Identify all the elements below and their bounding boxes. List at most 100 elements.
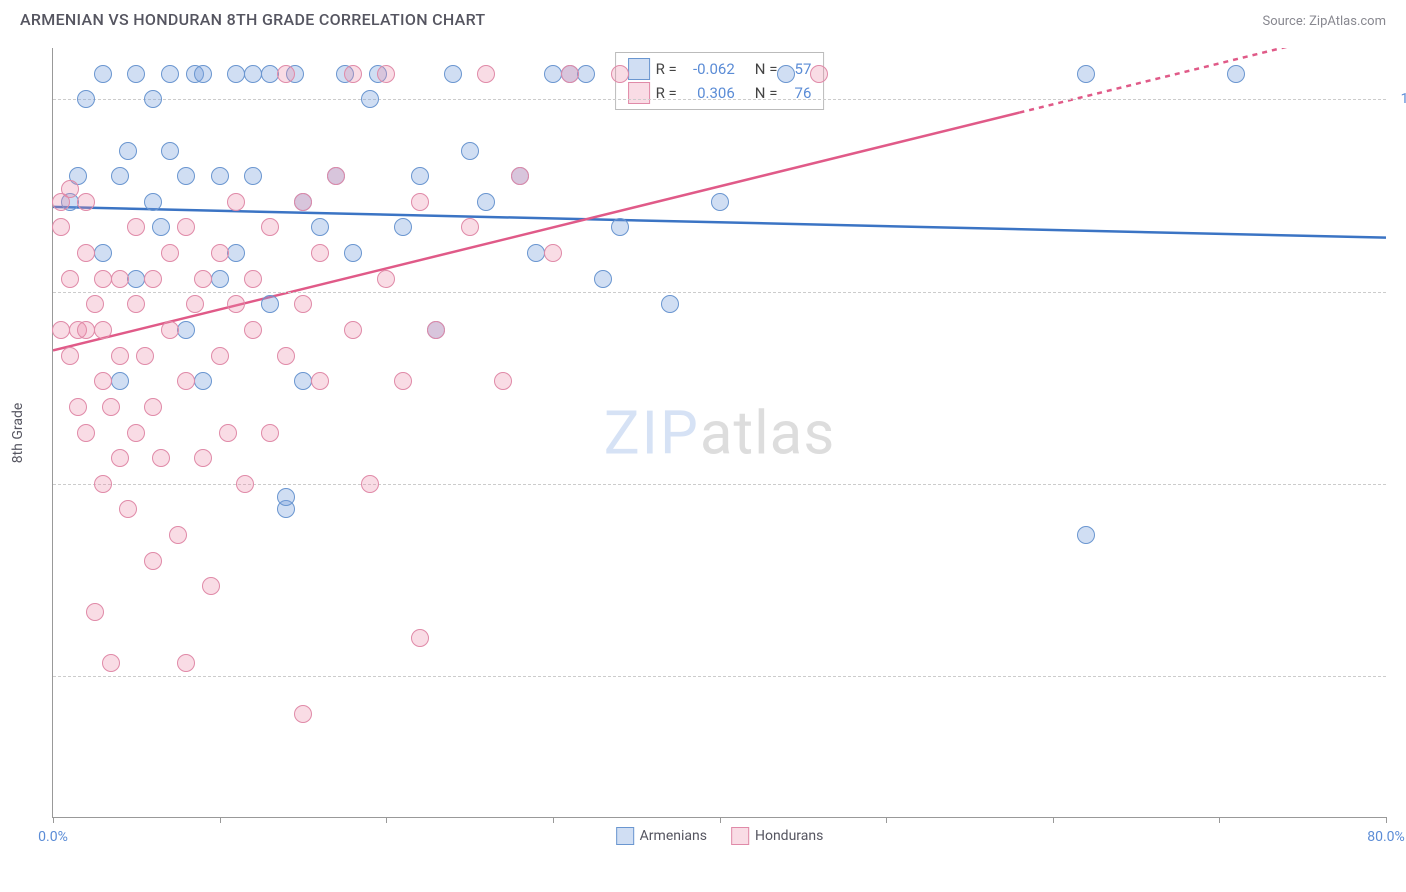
data-point: [144, 552, 162, 570]
data-point: [527, 244, 545, 262]
data-point: [94, 65, 112, 83]
data-point: [61, 347, 79, 365]
data-point: [344, 65, 362, 83]
data-point: [119, 500, 137, 518]
x-tick: [886, 817, 887, 823]
legend-swatch: [616, 827, 634, 845]
data-point: [177, 372, 195, 390]
data-point: [377, 65, 395, 83]
legend-swatch: [628, 58, 650, 80]
chart-title: ARMENIAN VS HONDURAN 8TH GRADE CORRELATI…: [20, 10, 485, 29]
data-point: [244, 321, 262, 339]
data-point: [327, 167, 345, 185]
data-point: [277, 65, 295, 83]
x-tick: [1053, 817, 1054, 823]
x-tick-label: 80.0%: [1367, 829, 1405, 845]
chart-header: ARMENIAN VS HONDURAN 8TH GRADE CORRELATI…: [0, 0, 1406, 35]
y-axis-label: 8th Grade: [10, 402, 26, 463]
data-point: [261, 424, 279, 442]
data-point: [77, 321, 95, 339]
data-point: [294, 193, 312, 211]
data-point: [94, 321, 112, 339]
x-tick: [720, 817, 721, 823]
watermark-part1: ZIP: [604, 397, 700, 468]
data-point: [127, 218, 145, 236]
watermark: ZIPatlas: [604, 397, 836, 468]
data-point: [211, 347, 229, 365]
x-tick: [1386, 817, 1387, 823]
data-point: [261, 218, 279, 236]
data-point: [102, 398, 120, 416]
data-point: [94, 372, 112, 390]
data-point: [127, 270, 145, 288]
data-point: [77, 244, 95, 262]
legend-n-value: 76: [783, 81, 811, 105]
data-point: [94, 475, 112, 493]
data-point: [177, 321, 195, 339]
data-point: [144, 90, 162, 108]
data-point: [294, 372, 312, 390]
data-point: [261, 295, 279, 313]
data-point: [544, 244, 562, 262]
data-point: [277, 488, 295, 506]
data-point: [477, 65, 495, 83]
data-point: [194, 372, 212, 390]
data-point: [161, 321, 179, 339]
data-point: [169, 526, 187, 544]
data-point: [61, 180, 79, 198]
data-point: [94, 244, 112, 262]
y-tick-label: 100.0%: [1391, 91, 1406, 107]
data-point: [461, 218, 479, 236]
data-point: [194, 449, 212, 467]
data-point: [277, 347, 295, 365]
legend-stat-row: R =0.306N =76: [628, 81, 812, 105]
data-point: [394, 372, 412, 390]
data-point: [244, 167, 262, 185]
data-point: [427, 321, 445, 339]
data-point: [161, 142, 179, 160]
data-point: [377, 270, 395, 288]
legend-n-label: N =: [755, 57, 778, 81]
data-point: [94, 270, 112, 288]
x-tick: [553, 817, 554, 823]
data-point: [211, 270, 229, 288]
legend-swatch: [628, 82, 650, 104]
data-point: [294, 295, 312, 313]
data-point: [77, 90, 95, 108]
data-point: [52, 218, 70, 236]
data-point: [394, 218, 412, 236]
data-point: [144, 193, 162, 211]
data-point: [344, 244, 362, 262]
data-point: [52, 321, 70, 339]
gridline: [53, 292, 1386, 293]
x-tick-label: 0.0%: [38, 829, 68, 845]
data-point: [511, 167, 529, 185]
data-point: [177, 167, 195, 185]
data-point: [111, 347, 129, 365]
data-point: [61, 270, 79, 288]
data-point: [152, 218, 170, 236]
legend-swatch: [731, 827, 749, 845]
data-point: [661, 295, 679, 313]
data-point: [444, 65, 462, 83]
data-point: [111, 167, 129, 185]
data-point: [544, 65, 562, 83]
data-point: [177, 218, 195, 236]
x-tick: [53, 817, 54, 823]
data-point: [86, 603, 104, 621]
data-point: [594, 270, 612, 288]
y-tick-label: 85.0%: [1391, 476, 1406, 492]
data-point: [711, 193, 729, 211]
x-tick: [1219, 817, 1220, 823]
data-point: [411, 193, 429, 211]
data-point: [361, 90, 379, 108]
data-point: [1227, 65, 1245, 83]
data-point: [561, 65, 579, 83]
data-point: [194, 65, 212, 83]
chart-source: Source: ZipAtlas.com: [1262, 14, 1386, 29]
legend-series-item: Hondurans: [731, 827, 823, 845]
legend-r-value: 0.306: [683, 81, 735, 105]
data-point: [611, 65, 629, 83]
data-point: [611, 218, 629, 236]
data-point: [227, 193, 245, 211]
